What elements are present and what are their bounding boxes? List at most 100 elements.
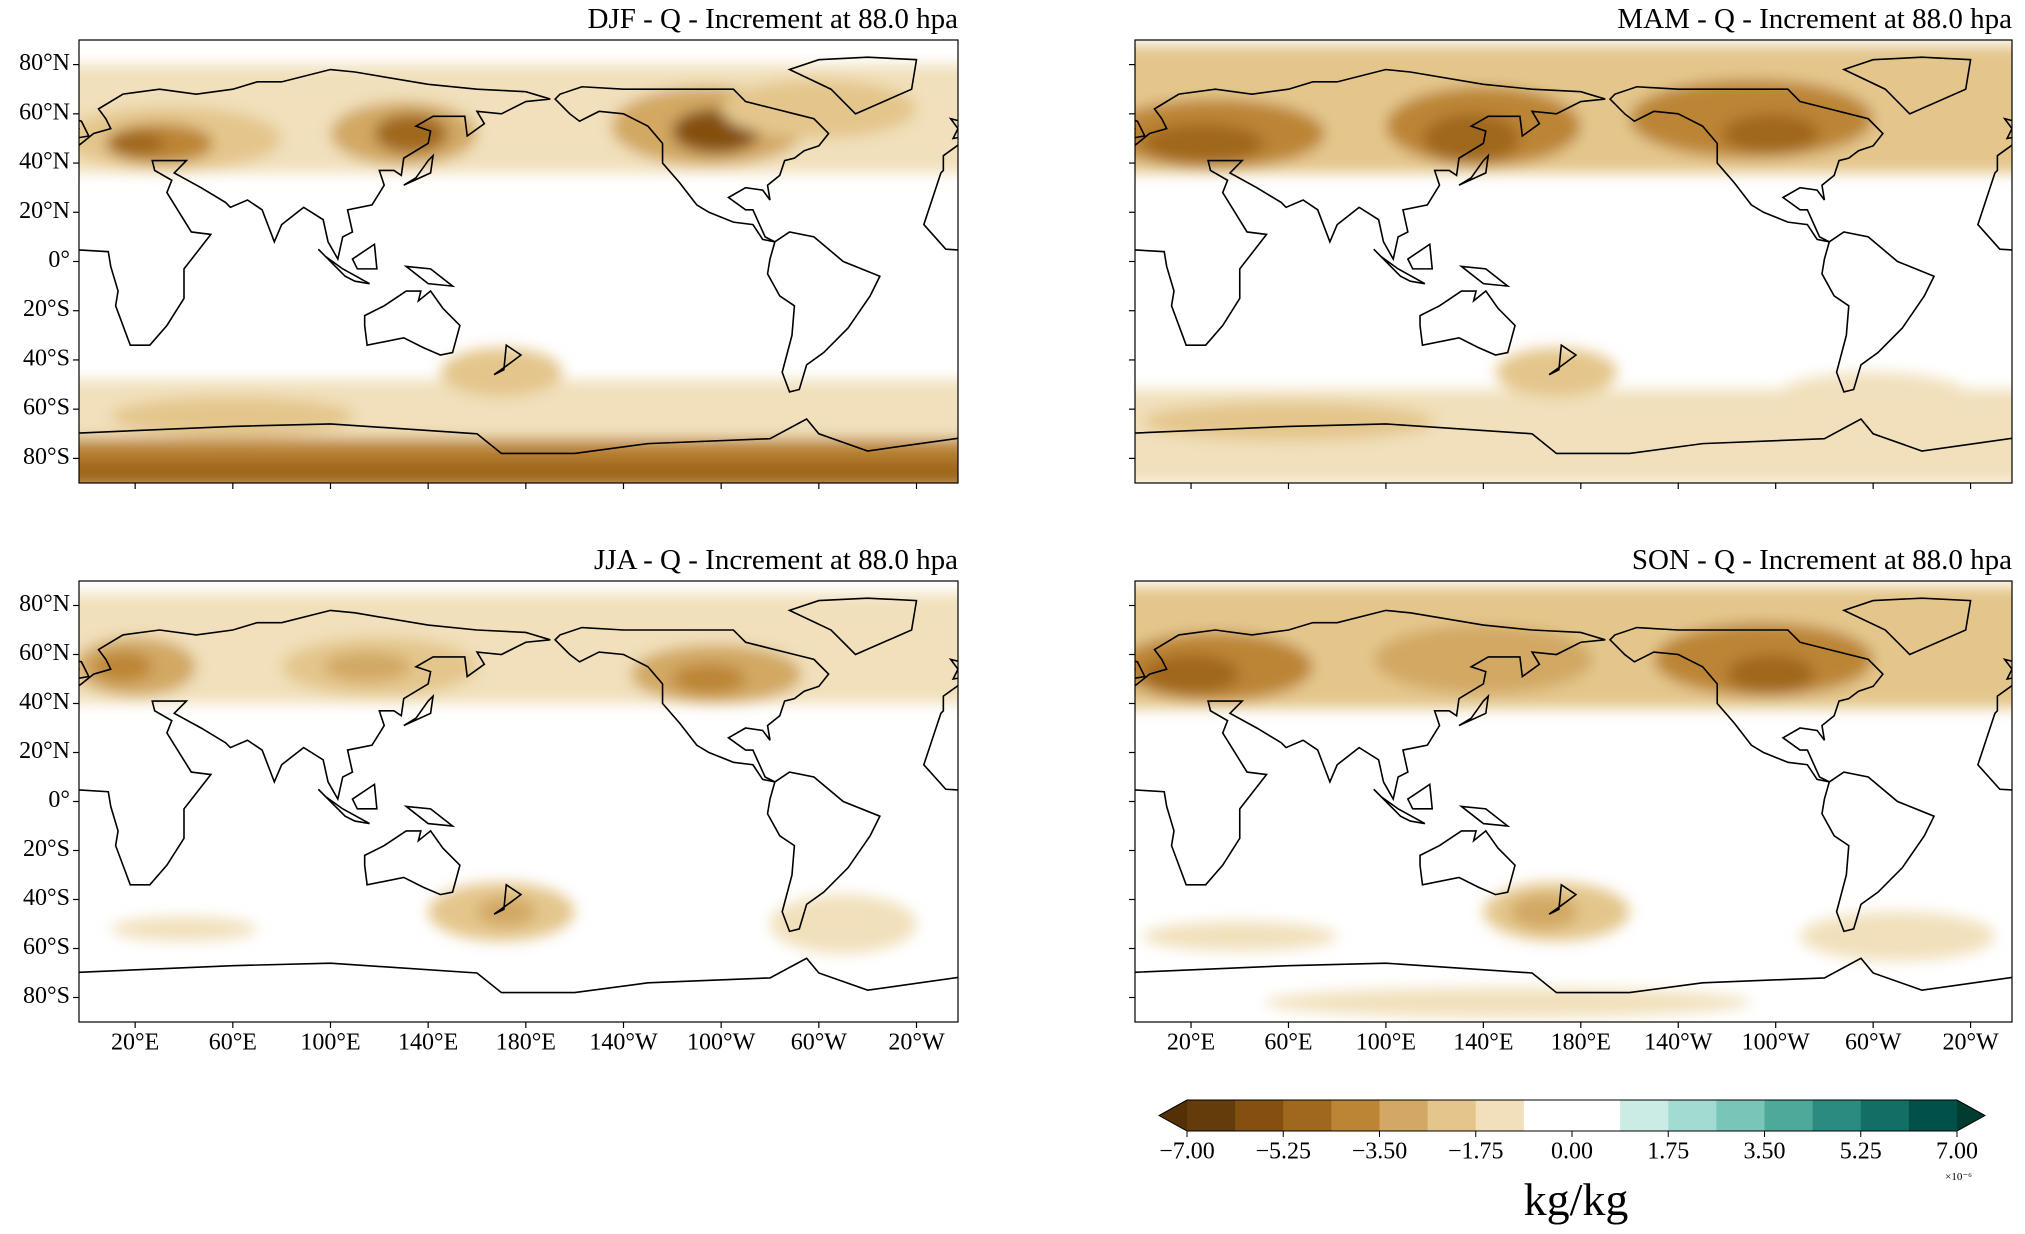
coastline [766, 771, 881, 933]
lat-tick-label: 40°N [19, 689, 70, 715]
coastline [1647, 772, 1759, 931]
coastline [1419, 289, 1516, 356]
colorbar-tick-label: −5.25 [1255, 1139, 1311, 1165]
coastline [945, 772, 1057, 931]
coastline [1458, 805, 1511, 828]
lat-tick-label: 20°N [19, 738, 70, 764]
map-panel [79, 56, 1759, 483]
coastline [403, 805, 456, 828]
coastline [1458, 153, 1490, 186]
lat-tick-label: 80°S [23, 444, 70, 470]
coastline [79, 609, 551, 886]
lat-tick-label: 40°N [19, 149, 70, 175]
coastline [1458, 265, 1511, 288]
coastline [1231, 244, 1255, 269]
lat-tick-label: 60°S [23, 395, 70, 421]
coastline [403, 153, 435, 186]
lon-tick-label: 140°W [1644, 1030, 1713, 1056]
coastline [553, 85, 830, 243]
field-blob [1722, 113, 1820, 154]
lat-tick-label: 80°N [19, 50, 70, 76]
field-blob [1422, 113, 1520, 164]
lat-tick-label: 60°N [19, 640, 70, 666]
coastline [584, 266, 630, 286]
colorbar-segment [1812, 1100, 1862, 1131]
map-panel [497, 585, 2012, 1018]
lon-tick-label: 60°W [1845, 1030, 1902, 1056]
coastline [2002, 117, 2012, 140]
coastline [672, 885, 699, 914]
coastline [317, 788, 370, 825]
colorbar-segment [1187, 1100, 1236, 1131]
field-blob [1775, 372, 1971, 422]
coastline [1458, 693, 1490, 727]
lat-tick-label: 20°S [23, 296, 70, 322]
field [1135, 585, 2012, 1018]
coastline [1406, 242, 1434, 270]
coastline [2002, 658, 2012, 681]
coastline [766, 231, 881, 393]
lon-tick-label: 20°E [1167, 1030, 1215, 1056]
colorbar-multiplier: ×10⁻⁶ [1945, 1171, 1972, 1183]
field-blob [105, 131, 165, 156]
coastline [672, 345, 699, 375]
coastline [1373, 788, 1426, 825]
colorbar-segment [1716, 1100, 1765, 1131]
colorbar-tick-label: −3.50 [1352, 1139, 1408, 1165]
lon-tick-label: 140°W [589, 1030, 658, 1056]
field-blob [721, 79, 917, 139]
colorbar-label: kg/kg [1524, 1174, 1629, 1225]
panel-title: JJA - Q - Increment at 88.0 hpa [594, 544, 958, 576]
lat-tick-label: 40°S [23, 345, 70, 371]
field-blob [1142, 401, 1435, 442]
coastline [584, 806, 630, 826]
coastline [497, 789, 548, 823]
colorbar-segment [1860, 1100, 1910, 1131]
lat-tick-label: 0° [48, 247, 70, 273]
field-band [79, 458, 958, 483]
coastline [1373, 345, 1400, 375]
map-panel [0, 593, 1759, 994]
coastline [497, 249, 548, 283]
coastline [543, 291, 638, 355]
coastline [1285, 266, 1331, 286]
coastline [967, 57, 1094, 114]
coastline [1548, 883, 1578, 915]
coastline [1406, 782, 1434, 810]
colorbar-segment [1475, 1100, 1525, 1131]
coastline [363, 829, 461, 896]
colorbar-segment [1908, 1100, 1958, 1131]
colorbar-tick-label: 5.25 [1840, 1139, 1882, 1165]
coastline [948, 658, 958, 681]
map-panel [497, 44, 2012, 483]
lat-tick-label: 80°N [19, 591, 70, 617]
colorbar-segment [1235, 1100, 1284, 1131]
field-blob [476, 897, 536, 927]
coastline [1373, 885, 1400, 914]
lon-tick-label: 100°W [687, 1030, 756, 1056]
coastline [1419, 829, 1516, 896]
colorbar-tick-label: 3.50 [1744, 1139, 1786, 1165]
coastline [79, 417, 958, 455]
field-blob [374, 113, 448, 154]
panel-title: DJF - Q - Increment at 88.0 hpa [588, 3, 959, 35]
field-blob [1142, 654, 1240, 694]
coastline [0, 772, 1, 931]
colorbar-tick-label: 7.00 [1936, 1139, 1978, 1165]
coastline [403, 693, 435, 727]
coastline [1608, 85, 1884, 243]
coastline [493, 883, 523, 915]
field-blob [1726, 654, 1815, 694]
coastline [493, 343, 523, 376]
coastline [1548, 343, 1578, 376]
field-blob [110, 396, 355, 437]
lat-tick-label: 40°S [23, 885, 70, 911]
field-blob [110, 916, 258, 942]
colorbar-segment [1523, 1100, 1573, 1131]
colorbar-segment [1379, 1100, 1429, 1131]
lat-tick-label: 0° [48, 787, 70, 813]
coastline [1647, 232, 1759, 392]
field-band [79, 593, 958, 704]
lon-tick-label: 180°E [1551, 1030, 1611, 1056]
field-blob [1800, 911, 1995, 961]
